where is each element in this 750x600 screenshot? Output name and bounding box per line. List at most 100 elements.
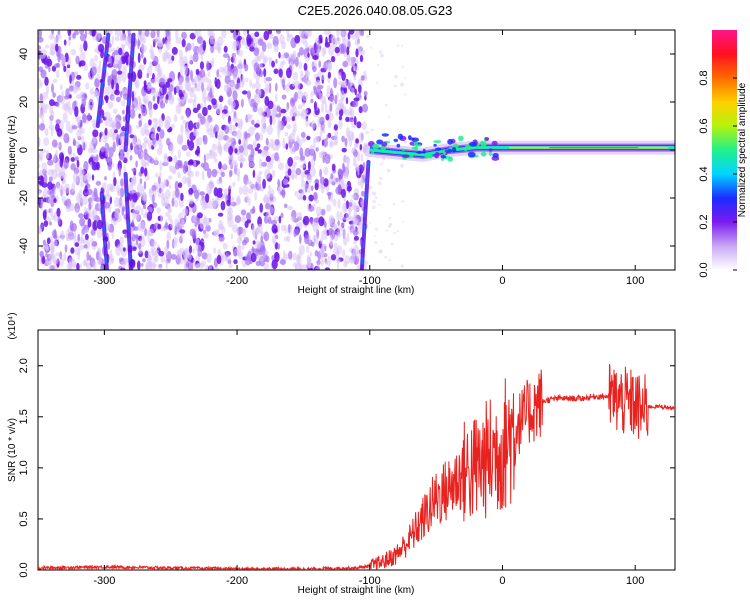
noise-blob xyxy=(79,33,87,42)
noise-blob xyxy=(187,139,190,147)
noise-blob xyxy=(263,55,268,64)
noise-blob xyxy=(333,134,339,145)
noise-blob xyxy=(115,82,120,92)
noise-blob xyxy=(38,45,42,51)
noise-blob xyxy=(121,207,125,216)
noise-blob xyxy=(271,255,275,261)
noise-blob xyxy=(219,179,223,185)
signal-blob xyxy=(422,148,426,154)
noise-blob xyxy=(57,30,61,36)
noise-blob xyxy=(245,254,251,266)
noise-blob xyxy=(324,102,328,113)
snr-y-tick-label: 0.5 xyxy=(18,511,30,526)
noise-blob xyxy=(138,242,142,250)
noise-blob xyxy=(293,161,297,168)
spectrogram-x-tick-label: 100 xyxy=(626,275,644,287)
noise-blob xyxy=(56,34,62,40)
noise-blob xyxy=(246,218,252,224)
noise-blob xyxy=(303,62,308,71)
noise-blob xyxy=(242,184,249,196)
noise-blob xyxy=(76,159,80,168)
noise-blob xyxy=(240,157,247,162)
noise-blob xyxy=(256,55,260,61)
noise-blob xyxy=(119,236,124,246)
noise-blob xyxy=(102,136,108,143)
noise-blob xyxy=(46,58,53,67)
noise-blob xyxy=(112,141,116,153)
noise-dot xyxy=(401,200,405,204)
noise-dot xyxy=(382,161,385,164)
noise-blob xyxy=(343,236,348,246)
noise-blob xyxy=(96,65,102,74)
noise-blob xyxy=(175,37,182,45)
noise-blob xyxy=(178,212,184,220)
noise-blob xyxy=(280,212,284,219)
noise-blob xyxy=(168,175,173,180)
noise-blob xyxy=(108,254,114,265)
noise-blob xyxy=(192,107,199,114)
noise-blob xyxy=(277,223,280,233)
spectrogram-heatmap xyxy=(38,30,675,270)
noise-blob xyxy=(304,147,311,157)
snr-x-tick-label: -200 xyxy=(226,575,248,587)
noise-blob xyxy=(160,227,167,232)
noise-blob xyxy=(118,166,122,177)
noise-blob xyxy=(285,143,289,150)
noise-blob xyxy=(287,157,294,167)
noise-blob xyxy=(201,82,204,92)
noise-blob xyxy=(218,95,224,103)
noise-dot xyxy=(388,116,390,118)
noise-blob xyxy=(121,56,128,63)
noise-blob xyxy=(250,252,257,263)
noise-blob xyxy=(299,147,304,158)
noise-blob xyxy=(158,143,164,150)
noise-blob xyxy=(269,33,274,40)
noise-blob xyxy=(168,184,172,189)
noise-blob xyxy=(173,87,177,96)
noise-blob xyxy=(233,53,237,65)
noise-blob xyxy=(78,244,85,250)
noise-blob xyxy=(224,125,230,134)
noise-blob xyxy=(207,200,213,210)
noise-blob xyxy=(144,250,149,259)
noise-blob xyxy=(351,252,355,257)
noise-blob xyxy=(55,43,59,52)
noise-blob xyxy=(133,144,140,155)
noise-blob xyxy=(326,85,331,94)
noise-dot xyxy=(394,74,398,79)
noise-blob xyxy=(335,37,341,45)
noise-blob xyxy=(211,143,218,151)
noise-blob xyxy=(93,91,98,98)
noise-blob xyxy=(83,160,89,172)
noise-blob xyxy=(245,77,249,83)
noise-blob xyxy=(252,105,258,113)
noise-blob xyxy=(336,231,342,238)
noise-blob xyxy=(71,182,75,193)
noise-blob xyxy=(203,162,209,172)
noise-blob xyxy=(332,198,337,207)
noise-blob xyxy=(347,130,354,141)
snr-x-ticks: -300 -200 -100 0 100 xyxy=(93,330,644,587)
noise-blob xyxy=(150,263,157,268)
noise-blob xyxy=(298,244,305,255)
noise-blob xyxy=(334,46,340,54)
noise-blob xyxy=(286,30,290,35)
noise-blob xyxy=(346,46,350,56)
noise-blob xyxy=(360,30,365,37)
signal-blob xyxy=(376,139,384,145)
streak-4-core xyxy=(124,173,132,270)
noise-blob xyxy=(199,61,205,70)
noise-blob xyxy=(286,235,291,243)
noise-blob xyxy=(211,197,215,207)
noise-blob xyxy=(181,38,186,48)
noise-dot xyxy=(400,82,404,87)
noise-blob xyxy=(223,84,230,93)
noise-blob xyxy=(189,87,195,98)
noise-blob xyxy=(257,149,263,154)
noise-blob xyxy=(254,132,260,141)
noise-blob xyxy=(51,253,56,259)
noise-blob xyxy=(335,251,339,261)
noise-blob xyxy=(234,83,241,91)
signal-blob xyxy=(401,154,410,158)
noise-blob xyxy=(284,224,287,234)
